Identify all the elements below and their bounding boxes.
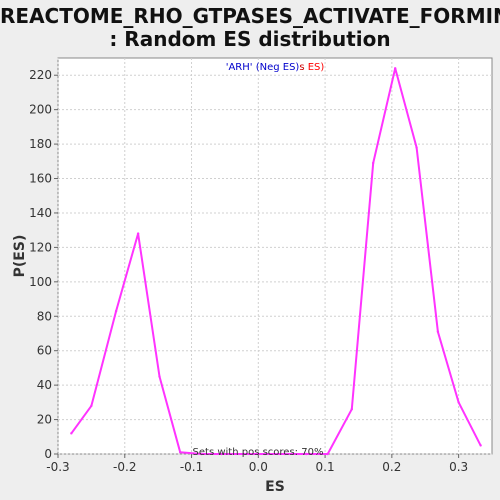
chart-title-line-2: : Random ES distribution <box>109 27 391 51</box>
data-point <box>479 444 482 447</box>
y-tick-label: 0 <box>44 447 52 461</box>
data-point <box>70 432 73 435</box>
data-point <box>393 67 397 70</box>
y-tick-label: 100 <box>29 275 52 289</box>
y-axis: 0 20 40 60 80 100 120 140 160 180 200 220 <box>29 68 58 461</box>
y-tick-label: 40 <box>37 378 52 392</box>
y-tick-label: 200 <box>29 103 52 117</box>
data-point <box>263 452 267 456</box>
plot-area <box>57 57 493 455</box>
data-point <box>415 146 418 149</box>
x-tick-label: -0.2 <box>113 460 136 474</box>
data-point <box>136 232 140 235</box>
x-tick-label: 0.1 <box>316 460 335 474</box>
data-point <box>158 375 161 378</box>
x-tick-label: -0.1 <box>180 460 203 474</box>
data-point <box>371 161 375 165</box>
chart-title-line-1: REACTOME_RHO_GTPASES_ACTIVATE_FORMINS <box>0 4 500 28</box>
data-point <box>283 452 287 456</box>
x-tick-label: 0.0 <box>249 460 268 474</box>
y-tick-label: 60 <box>37 344 52 358</box>
data-point <box>242 452 245 456</box>
data-point <box>114 309 118 313</box>
data-point <box>457 401 460 404</box>
data-point <box>90 404 93 407</box>
legend-part: ES) <box>305 62 325 73</box>
annotation-pos-scores: Sets with pos scores: 70% <box>193 447 324 458</box>
y-axis-title: P(ES) <box>12 235 28 278</box>
es-distribution-line <box>70 67 482 455</box>
data-point <box>178 451 182 454</box>
data-point <box>350 408 353 411</box>
y-tick-label: 140 <box>29 206 52 220</box>
y-tick-label: 220 <box>29 68 52 82</box>
x-axis-title: ES <box>265 479 285 495</box>
x-tick-label: -0.3 <box>46 460 69 474</box>
series-group <box>70 67 482 456</box>
data-point <box>326 452 329 456</box>
x-tick-label: 0.2 <box>382 460 401 474</box>
y-tick-label: 80 <box>37 309 52 323</box>
legend-part: s <box>299 62 304 73</box>
y-tick-label: 20 <box>37 413 52 427</box>
data-point <box>200 452 203 456</box>
y-tick-label: 180 <box>29 137 52 151</box>
data-point <box>305 452 308 456</box>
y-tick-label: 120 <box>29 240 52 254</box>
data-point <box>220 452 223 456</box>
legend: 'ARH' (Neg ES)s ES) <box>226 62 325 73</box>
x-tick-label: 0.3 <box>449 460 468 474</box>
x-axis: -0.3 -0.2 -0.1 0.0 0.1 0.2 0.3 <box>46 454 468 474</box>
legend-part: 'ARH' (Neg ES) <box>226 62 300 73</box>
y-tick-label: 160 <box>29 172 52 186</box>
data-point <box>436 330 440 333</box>
